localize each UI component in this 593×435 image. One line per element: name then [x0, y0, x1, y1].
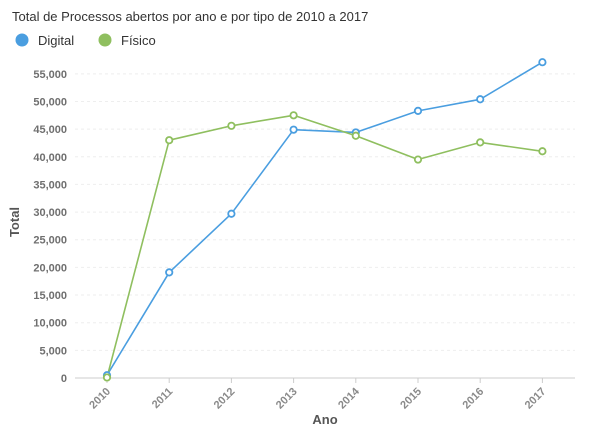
- x-tick-label-0: 2010: [87, 386, 113, 412]
- legend-marker-0: [15, 33, 29, 47]
- legend-label-1: Físico: [121, 33, 156, 48]
- data-point-s1-5[interactable]: [413, 155, 423, 164]
- data-point-s0-1[interactable]: [165, 268, 174, 277]
- data-point-s1-2[interactable]: [227, 121, 236, 130]
- y-axis-ticks: 0 5,000 10,000 15,000 20,000 25,000 30,000 35,0…: [33, 69, 67, 385]
- data-point-s0-6[interactable]: [476, 95, 485, 104]
- x-tick-label-5: 2015: [398, 386, 424, 412]
- data-point-s1-1[interactable]: [165, 136, 174, 145]
- legend-label-0: Digital: [38, 33, 74, 48]
- legend-marker-1: [98, 33, 112, 47]
- series-lines: [106, 61, 543, 378]
- chart-legend: Digital Físico: [15, 33, 156, 48]
- data-point-s0-2[interactable]: [227, 209, 236, 218]
- y-tick-label-5: 25,000: [33, 235, 67, 247]
- y-tick-label-9: 45,000: [33, 124, 67, 136]
- x-axis-ticks: 2010 2011 2012 2013 2014 2015 2016 2017: [87, 378, 549, 412]
- series-points: [102, 58, 547, 382]
- y-tick-label-11: 55,000: [33, 69, 67, 81]
- legend-item-1[interactable]: Físico: [98, 33, 156, 48]
- data-point-s0-5[interactable]: [413, 106, 423, 115]
- data-point-s1-3[interactable]: [289, 111, 298, 120]
- legend-item-0[interactable]: Digital: [15, 33, 75, 48]
- y-tick-label-4: 20,000: [33, 262, 67, 274]
- data-point-s0-3[interactable]: [289, 125, 298, 134]
- y-tick-label-10: 50,000: [33, 96, 67, 108]
- x-tick-label-4: 2014: [336, 385, 362, 411]
- x-tick-label-3: 2013: [274, 386, 300, 412]
- x-tick-label-7: 2017: [523, 386, 549, 412]
- x-tick-label-1: 2011: [150, 386, 175, 411]
- series-line-1: [106, 114, 543, 378]
- data-point-s1-0[interactable]: [102, 373, 112, 382]
- x-tick-label-6: 2016: [461, 386, 487, 412]
- data-point-s0-7[interactable]: [538, 58, 547, 67]
- x-axis-label: Ano: [312, 412, 337, 427]
- chart-grid: [75, 73, 575, 351]
- data-point-s1-4[interactable]: [351, 131, 360, 140]
- data-point-s1-7[interactable]: [538, 147, 547, 156]
- y-tick-label-1: 5,000: [39, 345, 67, 357]
- y-tick-label-6: 30,000: [33, 207, 67, 219]
- series-line-0: [106, 61, 543, 376]
- chart-title: Total de Processos abertos por ano e por…: [12, 9, 368, 24]
- y-tick-label-2: 10,000: [33, 318, 67, 330]
- y-tick-label-8: 40,000: [33, 152, 67, 164]
- data-point-s1-6[interactable]: [476, 138, 485, 147]
- y-tick-label-3: 15,000: [33, 290, 67, 302]
- x-tick-label-2: 2012: [212, 386, 238, 412]
- y-tick-label-7: 35,000: [33, 179, 67, 191]
- y-tick-label-0: 0: [61, 373, 67, 385]
- y-axis-label: Total: [7, 207, 22, 237]
